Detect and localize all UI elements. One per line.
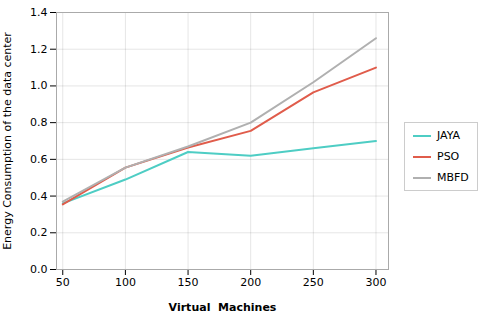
svg-text:Virtual Machines: Virtual Machines (169, 301, 277, 313)
svg-text:250: 250 (303, 276, 324, 289)
svg-text:1.2: 1.2 (30, 43, 48, 56)
svg-text:100: 100 (115, 276, 136, 289)
svg-text:1.0: 1.0 (30, 79, 48, 92)
html-text:MBFD: MBFD (437, 171, 469, 184)
svg-text:Energy Consumption of the data: Energy Consumption of the data center (1, 32, 14, 250)
svg-text:0.6: 0.6 (30, 153, 48, 166)
svg-text:1.4: 1.4 (30, 6, 48, 19)
svg-text:200: 200 (240, 276, 261, 289)
svg-text:0.0: 0.0 (30, 263, 48, 276)
svg-text:0.2: 0.2 (30, 226, 48, 239)
svg-text:0.4: 0.4 (30, 190, 48, 203)
svg-text:150: 150 (178, 276, 199, 289)
svg-text:300: 300 (365, 276, 386, 289)
svg-text:0.8: 0.8 (30, 116, 48, 129)
html-text:PSO: PSO (437, 150, 460, 163)
html-text:JAYA: JAYA (437, 129, 461, 142)
svg-text:50: 50 (56, 276, 70, 289)
